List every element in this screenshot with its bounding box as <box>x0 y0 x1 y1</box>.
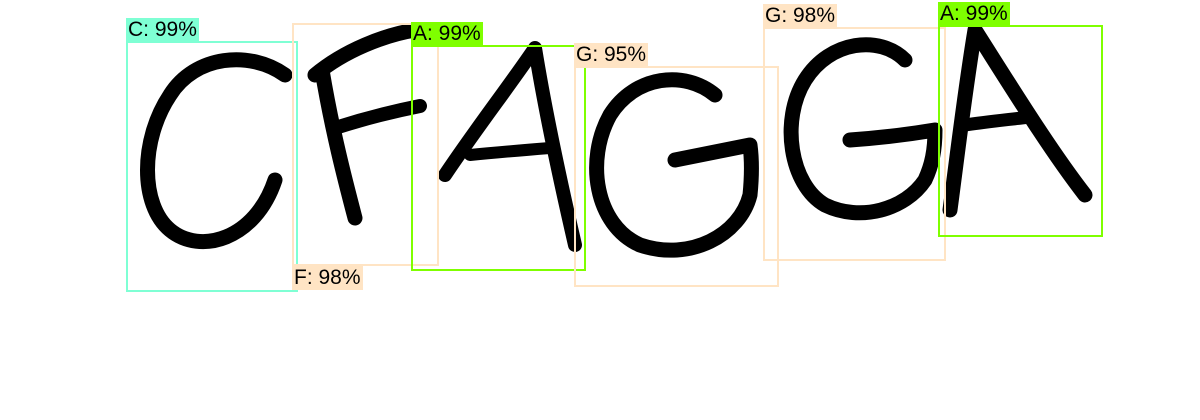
letter-a-stroke <box>438 41 582 252</box>
letter-g-stroke <box>783 37 943 221</box>
detection-box-c <box>126 41 298 292</box>
detection-box-a <box>938 25 1103 237</box>
detection-box-a <box>411 45 586 271</box>
letter-a-stroke <box>942 22 1093 218</box>
detection-label-g: G: 98% <box>763 4 838 28</box>
detection-box-g <box>574 66 779 287</box>
letter-a-stroke <box>464 142 556 161</box>
letter-f-stroke <box>314 62 363 226</box>
detection-box-f <box>292 23 439 266</box>
detection-label-c: C: 99% <box>126 18 199 42</box>
detection-label-a: A: 99% <box>411 22 483 46</box>
detection-label-g: G: 95% <box>574 43 649 67</box>
detection-label-f: F: 98% <box>292 266 363 290</box>
detection-label-a: A: 99% <box>938 2 1010 26</box>
detection-box-g <box>763 27 946 261</box>
letter-g-stroke <box>589 72 759 258</box>
letter-a-stroke <box>958 110 1037 132</box>
letter-c-stroke <box>140 52 293 250</box>
